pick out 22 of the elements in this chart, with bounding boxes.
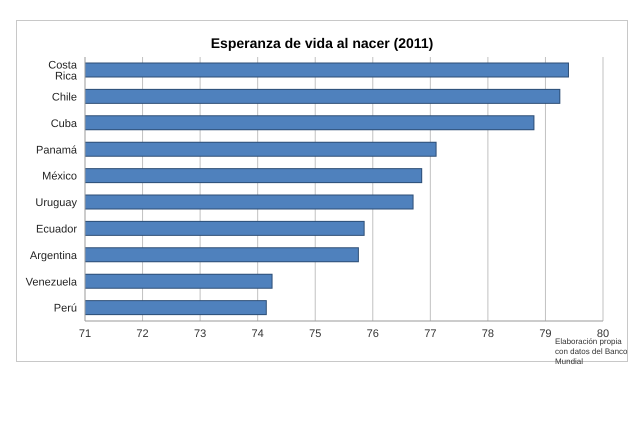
- x-tick-label: 76: [366, 328, 379, 340]
- y-tick-label: Chile: [52, 92, 77, 104]
- x-tick-label: 80: [596, 328, 610, 340]
- text: Elaboración propia con datos del Banco Mundial: [555, 337, 628, 367]
- y-tick-label: Argentina: [30, 250, 78, 262]
- chart-title: Esperanza de vida al nacer (2011): [210, 35, 434, 51]
- y-tick-label: México: [42, 170, 77, 183]
- y-tick-label: Ecuador: [36, 224, 78, 236]
- x-tick-label: 74: [252, 328, 264, 340]
- y-tick-label: Cuba: [50, 118, 78, 130]
- x-tick-label: 72: [136, 328, 149, 340]
- x-tick-label: 71: [78, 328, 92, 340]
- y-tick-label: Perú: [54, 302, 77, 315]
- x-tick-label: 77: [424, 328, 436, 340]
- x-tick-label: 79: [539, 328, 552, 340]
- x-tick-label: 73: [194, 328, 206, 340]
- y-tick-label: Panamá: [36, 144, 78, 156]
- y-tick-label: Uruguay: [35, 197, 78, 210]
- x-tick-label: 78: [482, 328, 494, 340]
- x-tick-label: 75: [309, 328, 322, 340]
- y-tick-label: Venezuela: [26, 276, 78, 288]
- y-tick-label: Costa Rica: [48, 60, 78, 83]
